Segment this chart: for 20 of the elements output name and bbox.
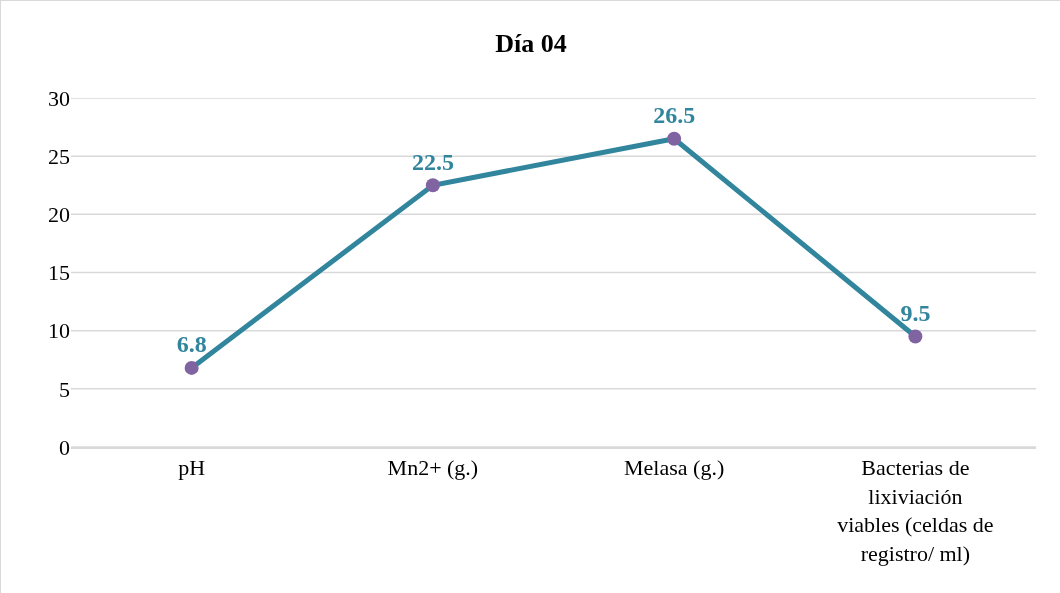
y-tick-label: 20 — [48, 202, 70, 228]
data-label: 22.5 — [411, 148, 454, 175]
chart-title: Día 04 — [495, 28, 567, 58]
y-tick-label: 0 — [59, 434, 70, 460]
x-tick-label: Bacterias de lixiviación viables (celdas de registro/ ml) — [837, 455, 994, 566]
x-tick-label: Mn2+ (g.) — [387, 455, 479, 481]
point — [184, 360, 199, 375]
y-tick-label: 25 — [48, 143, 70, 169]
data-label: 6.8 — [176, 331, 207, 358]
y-tick-label: 10 — [48, 318, 70, 344]
data-label: 9.5 — [900, 299, 931, 326]
y-tick-label: 30 — [48, 85, 70, 111]
y-tick-label: 15 — [48, 260, 70, 286]
point — [667, 131, 682, 146]
x-tick-label: pH — [178, 455, 206, 481]
y-tick-label: 5 — [59, 376, 70, 402]
point — [908, 329, 923, 344]
x-tick-label: Melasa (g.) — [624, 455, 725, 481]
data-label: 26.5 — [653, 101, 696, 128]
point — [425, 178, 440, 193]
